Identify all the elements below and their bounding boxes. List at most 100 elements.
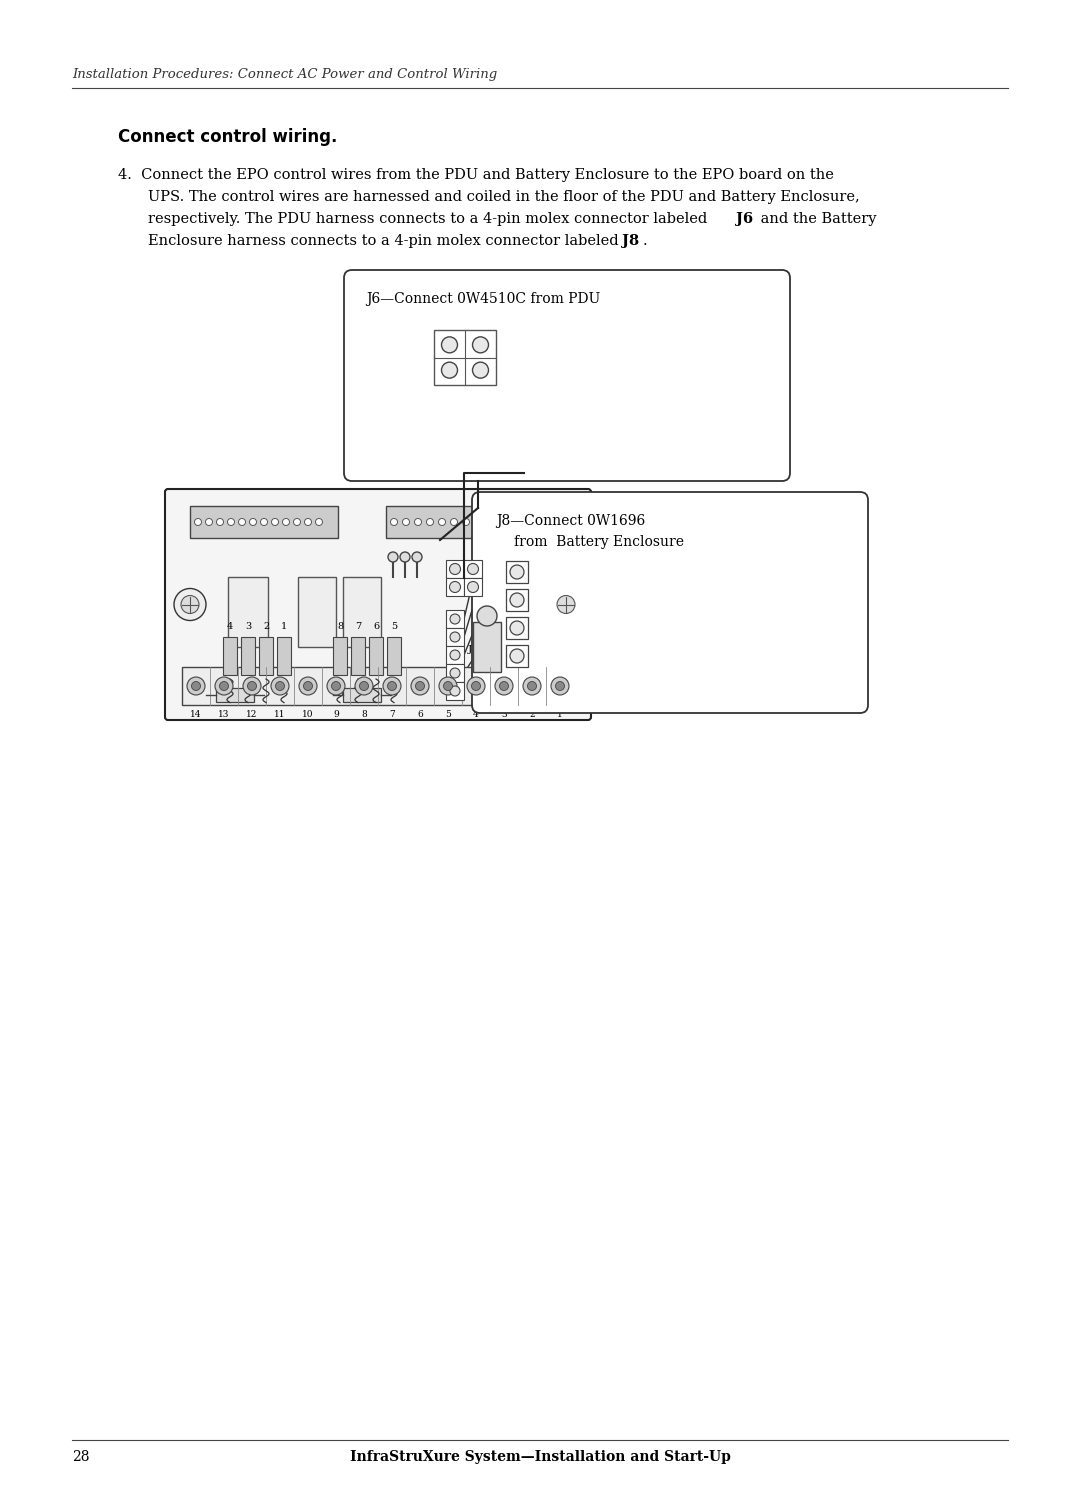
Circle shape — [467, 677, 485, 695]
Text: 4    Ground: 4 Ground — [378, 444, 454, 457]
Circle shape — [247, 682, 257, 691]
Text: J6: J6 — [486, 573, 497, 582]
Circle shape — [450, 518, 458, 526]
Circle shape — [557, 595, 575, 613]
Bar — [446, 610, 464, 628]
Circle shape — [499, 682, 509, 691]
Circle shape — [219, 682, 229, 691]
Text: 3: 3 — [507, 364, 514, 377]
Circle shape — [550, 588, 582, 621]
Bar — [259, 637, 273, 676]
Circle shape — [228, 518, 234, 526]
Bar — [446, 578, 464, 595]
Text: 1    Internal Power +24V Supply: 1 Internal Power +24V Supply — [378, 399, 595, 413]
Circle shape — [411, 677, 429, 695]
Circle shape — [438, 677, 457, 695]
Circle shape — [450, 686, 460, 696]
Circle shape — [472, 682, 481, 691]
Text: 1    Internal Power: 1 Internal Power — [548, 564, 674, 578]
Text: 11: 11 — [274, 710, 286, 719]
Bar — [183, 667, 573, 705]
Circle shape — [427, 518, 433, 526]
Bar — [446, 682, 464, 699]
Text: 3: 3 — [501, 710, 507, 719]
Text: J8: J8 — [622, 235, 639, 248]
Circle shape — [510, 564, 524, 579]
Circle shape — [473, 337, 488, 353]
Circle shape — [305, 518, 311, 526]
Text: and the Battery: and the Battery — [756, 212, 877, 226]
Circle shape — [415, 518, 421, 526]
Bar — [216, 688, 254, 702]
Circle shape — [249, 518, 257, 526]
Text: J6: J6 — [735, 212, 753, 226]
Circle shape — [510, 621, 524, 636]
Circle shape — [416, 682, 424, 691]
Circle shape — [444, 682, 453, 691]
Circle shape — [495, 677, 513, 695]
Circle shape — [411, 552, 422, 561]
Circle shape — [332, 682, 340, 691]
Circle shape — [449, 582, 460, 593]
Circle shape — [527, 682, 537, 691]
Circle shape — [303, 682, 312, 691]
Bar — [434, 330, 496, 385]
Circle shape — [510, 649, 524, 662]
Text: 2: 2 — [413, 339, 420, 352]
Bar — [343, 688, 381, 702]
Circle shape — [174, 588, 206, 621]
Circle shape — [523, 677, 541, 695]
Text: Enclosure harness connects to a 4-pin molex connector labeled: Enclosure harness connects to a 4-pin mo… — [148, 235, 623, 248]
Circle shape — [551, 677, 569, 695]
Circle shape — [194, 518, 202, 526]
Text: 4: 4 — [227, 622, 233, 631]
Text: 8: 8 — [337, 622, 343, 631]
Bar — [507, 616, 528, 639]
Text: from  Battery Enclosure: from Battery Enclosure — [514, 535, 684, 549]
Circle shape — [360, 682, 368, 691]
Circle shape — [400, 552, 410, 561]
Circle shape — [205, 518, 213, 526]
Text: 4: 4 — [473, 710, 478, 719]
Text: 4: 4 — [411, 364, 420, 377]
Circle shape — [438, 518, 446, 526]
Text: 14: 14 — [190, 710, 202, 719]
Text: J8: J8 — [468, 646, 478, 655]
Circle shape — [468, 582, 478, 593]
Bar — [446, 628, 464, 646]
Text: 8: 8 — [361, 710, 367, 719]
Circle shape — [191, 682, 201, 691]
FancyBboxPatch shape — [472, 492, 868, 713]
Text: 28: 28 — [72, 1449, 90, 1464]
Circle shape — [283, 518, 289, 526]
Circle shape — [450, 633, 460, 642]
Circle shape — [187, 677, 205, 695]
Circle shape — [510, 593, 524, 607]
Circle shape — [355, 677, 373, 695]
Text: 13: 13 — [218, 710, 230, 719]
Text: 2: 2 — [529, 710, 535, 719]
Circle shape — [216, 518, 224, 526]
Circle shape — [299, 677, 318, 695]
Text: 1: 1 — [281, 622, 287, 631]
Bar — [446, 664, 464, 682]
Circle shape — [243, 677, 261, 695]
Text: 6: 6 — [417, 710, 423, 719]
Bar — [464, 560, 482, 578]
Text: 5: 5 — [445, 710, 451, 719]
Bar — [507, 644, 528, 667]
Circle shape — [271, 677, 289, 695]
Bar — [298, 578, 336, 647]
Bar — [507, 561, 528, 584]
Bar — [343, 578, 381, 647]
Bar — [446, 560, 464, 578]
Text: 2/3  NC: 2/3 NC — [548, 593, 599, 604]
Bar — [241, 637, 255, 676]
Circle shape — [450, 613, 460, 624]
Circle shape — [391, 518, 397, 526]
Circle shape — [442, 362, 458, 379]
Text: 4    Ground: 4 Ground — [548, 647, 624, 661]
Text: 7: 7 — [389, 710, 395, 719]
Circle shape — [239, 518, 245, 526]
Circle shape — [462, 518, 470, 526]
